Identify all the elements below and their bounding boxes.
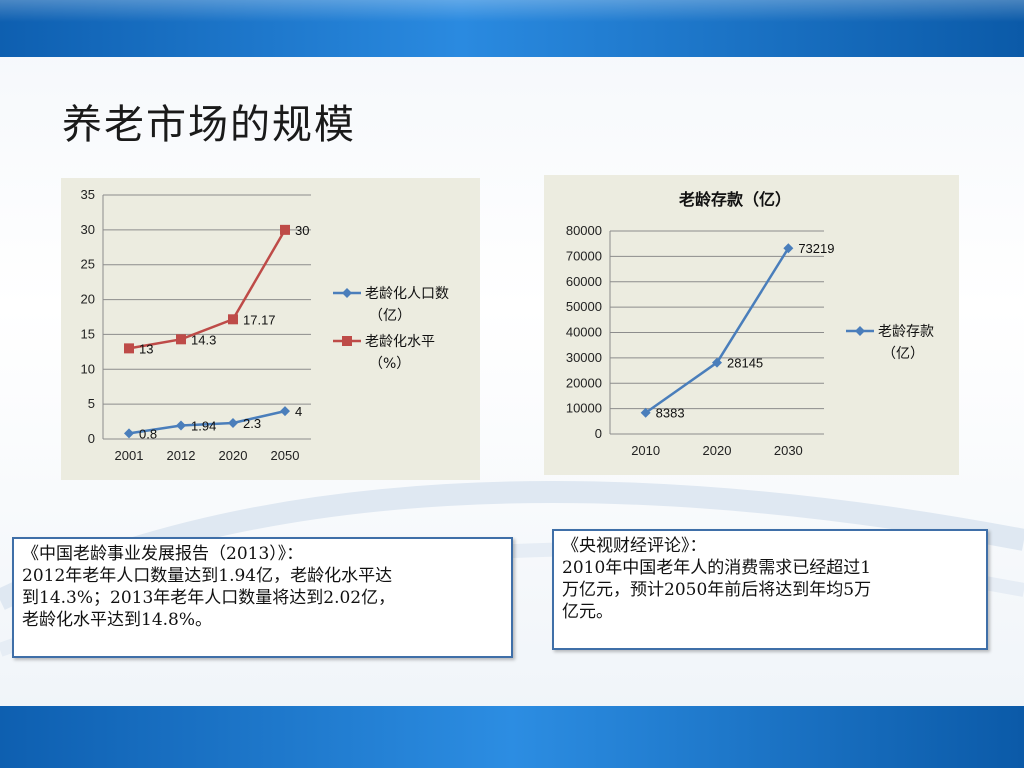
population-data-point [280, 224, 290, 235]
savings-series-line [644, 247, 790, 414]
population-data-point [280, 406, 290, 417]
population-legend-label: 老龄化人口数 [365, 286, 449, 302]
population-series-line [128, 409, 286, 435]
population-data-label: 2.3 [243, 416, 261, 431]
savings-data-label: 8383 [656, 406, 685, 421]
top-banner-shine [0, 0, 1024, 22]
population-data-point [124, 428, 134, 439]
report-quote-line: 老龄化水平达到14.8%。 [22, 610, 213, 630]
elderly-savings-chart-svg: 老龄存款（亿）010000200003000040000500006000070… [566, 190, 934, 458]
population-y-tick-label: 35 [81, 187, 95, 202]
population-data-label: 13 [139, 341, 153, 356]
savings-y-tick-label: 80000 [566, 223, 602, 238]
elderly-savings-chart: 老龄存款（亿） 0 10000 20000 30000 40000 50000 60000 70… [544, 175, 959, 475]
cctv-quote-line: 亿元。 [562, 602, 613, 622]
savings-y-tick-label: 40000 [566, 325, 602, 340]
report-quote-box: 《中国老龄事业发展报告（2013）》： 2012年老年人口数量达到1.94亿，老… [12, 537, 513, 658]
population-data-point [124, 343, 134, 354]
population-x-tick-label: 2050 [271, 448, 300, 463]
savings-x-tick-label: 2010 [631, 443, 660, 458]
savings-legend-marker [855, 326, 865, 336]
savings-legend-label: （亿） [882, 346, 924, 362]
savings-y-tick-label: 50000 [566, 299, 602, 314]
cctv-quote-line: 《央视财经评论》： [562, 536, 707, 556]
population-data-label: 30 [295, 223, 309, 238]
population-legend-label: （亿） [369, 308, 411, 324]
population-legend-marker [342, 288, 352, 298]
report-quote-line: 2012年老年人口数量达到1.94亿，老龄化水平达 [22, 566, 393, 586]
population-legend-label: （%） [369, 356, 410, 372]
population-data-point [228, 314, 238, 325]
report-quote-line: 《中国老龄事业发展报告（2013）》： [22, 544, 304, 564]
population-data-point [176, 334, 186, 345]
population-x-tick-label: 2001 [115, 448, 144, 463]
population-data-label: 4 [295, 404, 302, 419]
population-x-tick-label: 2020 [219, 448, 248, 463]
population-series-line [128, 229, 287, 350]
population-data-point [228, 417, 238, 428]
population-y-tick-label: 30 [81, 222, 95, 237]
population-data-label: 14.3 [191, 332, 216, 347]
savings-data-label: 28145 [727, 356, 763, 371]
savings-legend-label: 老龄存款 [878, 324, 934, 340]
population-y-tick-label: 0 [88, 431, 95, 446]
cctv-quote-line: 2010年中国老年人的消费需求已经超过1 [562, 558, 872, 578]
population-x-tick-label: 2012 [167, 448, 196, 463]
population-y-tick-label: 25 [81, 257, 95, 272]
savings-data-label: 73219 [798, 241, 834, 256]
population-data-point [176, 420, 186, 431]
savings-y-tick-label: 10000 [566, 401, 602, 416]
savings-y-tick-label: 0 [595, 426, 602, 441]
population-y-tick-label: 20 [81, 292, 95, 307]
report-quote-line: 到14.3%；2013年老年人口数量将达到2.02亿， [22, 588, 396, 608]
bottom-banner [0, 706, 1024, 768]
savings-y-tick-label: 60000 [566, 274, 602, 289]
savings-data-point [640, 407, 651, 418]
savings-data-point [783, 243, 794, 254]
cctv-quote-box: 《央视财经评论》： 2010年中国老年人的消费需求已经超过1 万亿元，预计205… [552, 529, 988, 650]
slide-title: 养老市场的规模 [62, 102, 356, 148]
savings-y-tick-label: 70000 [566, 248, 602, 263]
population-legend-marker [342, 336, 352, 346]
population-legend-label: 老龄化水平 [365, 334, 435, 350]
top-banner [0, 0, 1024, 57]
savings-y-tick-label: 20000 [566, 375, 602, 390]
population-data-label: 1.94 [191, 418, 216, 433]
population-data-label: 17.17 [243, 312, 276, 327]
savings-x-tick-label: 2020 [703, 443, 732, 458]
cctv-quote-line: 万亿元，预计2050年前后将达到年均5万 [562, 580, 872, 600]
population-y-tick-label: 15 [81, 326, 95, 341]
savings-y-tick-label: 30000 [566, 350, 602, 365]
population-y-tick-label: 5 [88, 396, 95, 411]
population-y-tick-label: 10 [81, 361, 95, 376]
savings-data-point [712, 357, 722, 368]
savings-chart-title: 老龄存款（亿） [678, 190, 791, 209]
aging-population-chart-svg: 0 5 10 15 20 25 30 35 2001 2012 2020 2050 0.8 1.94 2.3… [81, 187, 449, 463]
savings-x-tick-label: 2030 [774, 443, 803, 458]
population-data-label: 0.8 [139, 426, 157, 441]
aging-population-chart: 0 5 10 15 20 25 30 35 2001 2012 2020 2050 0.8 1.94 2.3… [61, 178, 480, 480]
